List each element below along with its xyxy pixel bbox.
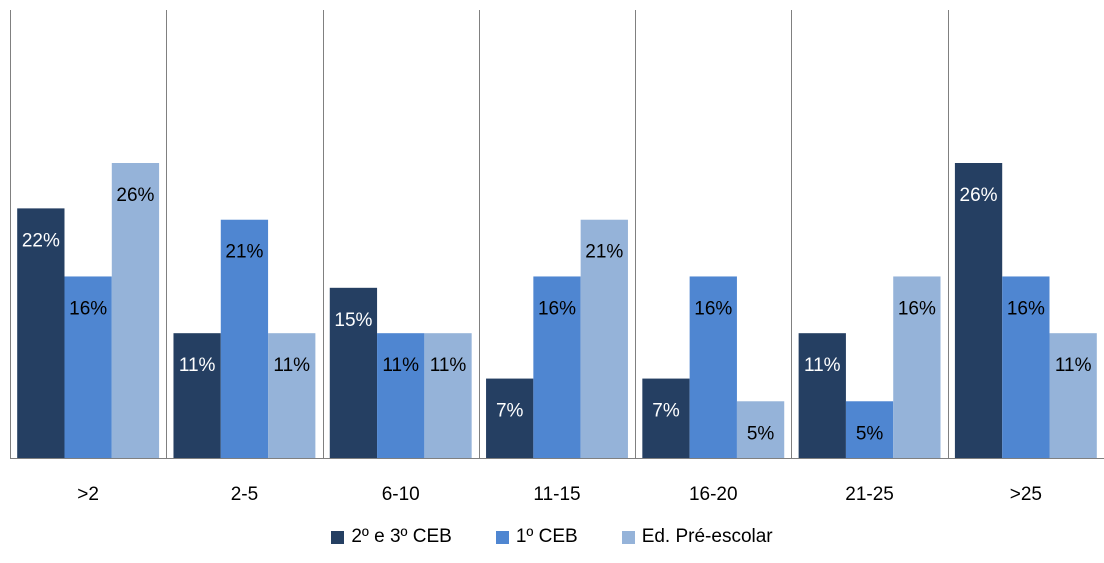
x-tick-labels-group: >2 2-5 6-10 11-15 16-20 21-25 >25	[77, 484, 1042, 505]
bar-1-6	[798, 333, 846, 458]
bar-2-4	[533, 276, 581, 458]
data-label-3-2: 11%	[273, 355, 310, 376]
data-label-2-4: 16%	[538, 298, 576, 319]
bar-2-5	[689, 276, 737, 458]
x-tick-label: 16-20	[689, 484, 738, 505]
data-labels-group: 22% 16% 26% 11% 21% 11% 15% 11% 11% 7% 16% 21% 7% 16%…	[22, 185, 1092, 444]
data-label-3-3: 11%	[430, 355, 467, 376]
x-tick-label: >2	[77, 484, 99, 505]
data-label-1-5: 7%	[652, 401, 680, 422]
data-label-1-7: 26%	[960, 185, 998, 206]
bar-3-4	[580, 219, 628, 458]
bar-1-5	[642, 378, 690, 458]
bar-1-3	[329, 287, 378, 458]
legend-label-series-1: 2º e 3º CEB	[351, 526, 452, 547]
bar-3-3	[424, 333, 472, 458]
x-tick-label: 6-10	[382, 484, 420, 505]
bar-2-7	[1002, 276, 1050, 458]
bar-3-1	[111, 163, 160, 458]
bar-3-7	[1049, 333, 1097, 458]
legend-label-series-3: Ed. Pré-escolar	[641, 526, 773, 547]
bar-1-4	[486, 378, 534, 458]
x-tick-label: 11-15	[533, 484, 580, 505]
x-tick-label: 21-25	[845, 484, 894, 505]
data-label-2-3: 11%	[382, 355, 419, 376]
legend-label-series-2: 1º CEB	[515, 526, 578, 547]
bar-3-6	[893, 276, 941, 458]
bar-1-1	[17, 208, 65, 458]
bar-3-2	[268, 333, 316, 458]
bar-2-2	[220, 219, 269, 458]
x-tick-label: 2-5	[231, 484, 258, 505]
legend-swatch-series-1	[331, 530, 345, 544]
data-label-3-4: 21%	[585, 242, 623, 263]
data-label-1-4: 7%	[496, 401, 524, 422]
bar-2-6	[845, 401, 894, 458]
data-label-2-1: 16%	[69, 298, 107, 319]
data-label-1-6: 11%	[804, 355, 841, 376]
legend-swatch-series-3	[621, 530, 635, 544]
x-tick-label: >25	[1010, 484, 1042, 505]
data-label-1-1: 22%	[22, 230, 60, 251]
bar-1-2	[173, 333, 221, 458]
data-label-1-2: 11%	[179, 355, 216, 376]
legend: 2º e 3º CEB 1º CEB Ed. Pré-escolar	[0, 522, 1104, 552]
data-label-3-5: 5%	[747, 423, 775, 444]
data-label-3-6: 16%	[898, 298, 936, 319]
bar-2-1	[64, 276, 112, 458]
data-label-1-3: 15%	[334, 310, 372, 331]
legend-item-series-1: 2º e 3º CEB	[331, 526, 452, 548]
data-label-2-2: 21%	[225, 242, 263, 263]
data-label-2-5: 16%	[694, 298, 732, 319]
bar-3-5	[736, 401, 785, 458]
bar-1-7	[954, 163, 1003, 458]
legend-swatch-series-2	[495, 530, 509, 544]
bar-2-3	[377, 333, 425, 458]
data-label-2-7: 16%	[1007, 298, 1045, 319]
legend-item-series-2: 1º CEB	[495, 526, 578, 548]
bars-group	[17, 163, 1097, 458]
legend-item-series-3: Ed. Pré-escolar	[621, 526, 773, 548]
data-label-3-7: 11%	[1055, 355, 1092, 376]
data-label-2-6: 5%	[856, 423, 884, 444]
category-separators	[10, 10, 949, 458]
data-label-3-1: 26%	[116, 185, 154, 206]
